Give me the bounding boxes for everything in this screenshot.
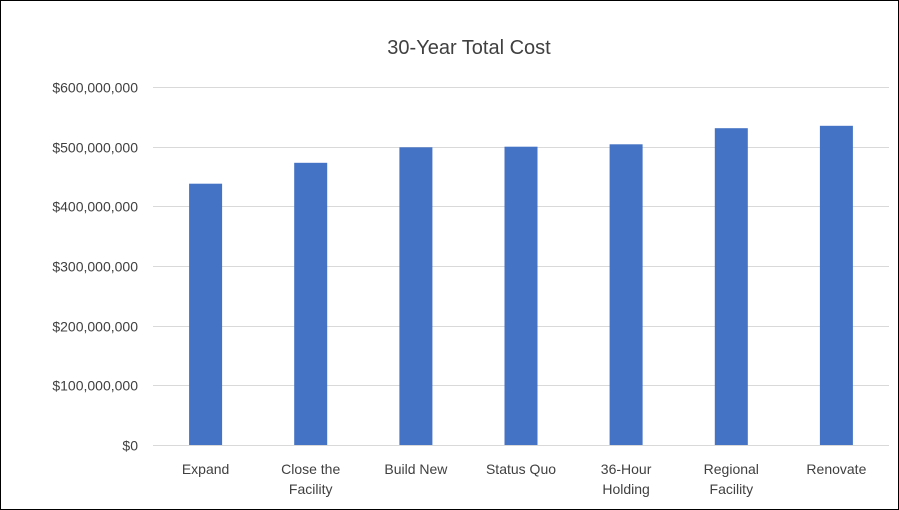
x-category-label-line: 36-Hour (601, 461, 652, 477)
x-category-label-line: Build New (384, 461, 448, 477)
x-category-label-line: Facility (710, 481, 754, 497)
x-category-label: Status Quo (486, 461, 556, 477)
x-category-label: Regional Facility (704, 461, 759, 497)
bar (189, 183, 223, 445)
chart-title: 30-Year Total Cost (387, 37, 551, 59)
x-category-label: Build New (384, 461, 448, 477)
bar (819, 125, 853, 446)
y-tick-label: $100,000,000 (52, 378, 138, 394)
x-category-label: Expand (182, 461, 229, 477)
bar (714, 128, 748, 445)
bar (399, 147, 433, 446)
x-category-label-line: Holding (602, 481, 649, 497)
x-category-label-line: Renovate (806, 461, 866, 477)
x-category-label-line: Expand (182, 461, 229, 477)
y-axis-ticks: $0 $100,000,000 $200,000,000 $300,000,000 $4… (52, 80, 138, 454)
y-tick-label: $300,000,000 (52, 259, 138, 275)
bar (609, 144, 643, 446)
x-category-label: Close the Facility (281, 461, 340, 497)
x-axis-category-labels: Expand Close the Facility Build New Status Q… (182, 461, 867, 497)
y-tick-label: $400,000,000 (52, 199, 138, 215)
bar (504, 146, 538, 445)
x-category-label-line: Regional (704, 461, 759, 477)
y-tick-label: $200,000,000 (52, 319, 138, 335)
bars (189, 125, 853, 446)
x-category-label-line: Status Quo (486, 461, 556, 477)
x-category-label: Renovate (806, 461, 866, 477)
y-tick-label: $0 (122, 438, 138, 454)
x-category-label-line: Close the (281, 461, 340, 477)
y-tick-label: $600,000,000 (52, 80, 138, 96)
bar (294, 162, 328, 446)
x-category-label-line: Facility (289, 481, 333, 497)
y-tick-label: $500,000,000 (52, 140, 138, 156)
x-category-label: 36-Hour Holding (601, 461, 652, 497)
